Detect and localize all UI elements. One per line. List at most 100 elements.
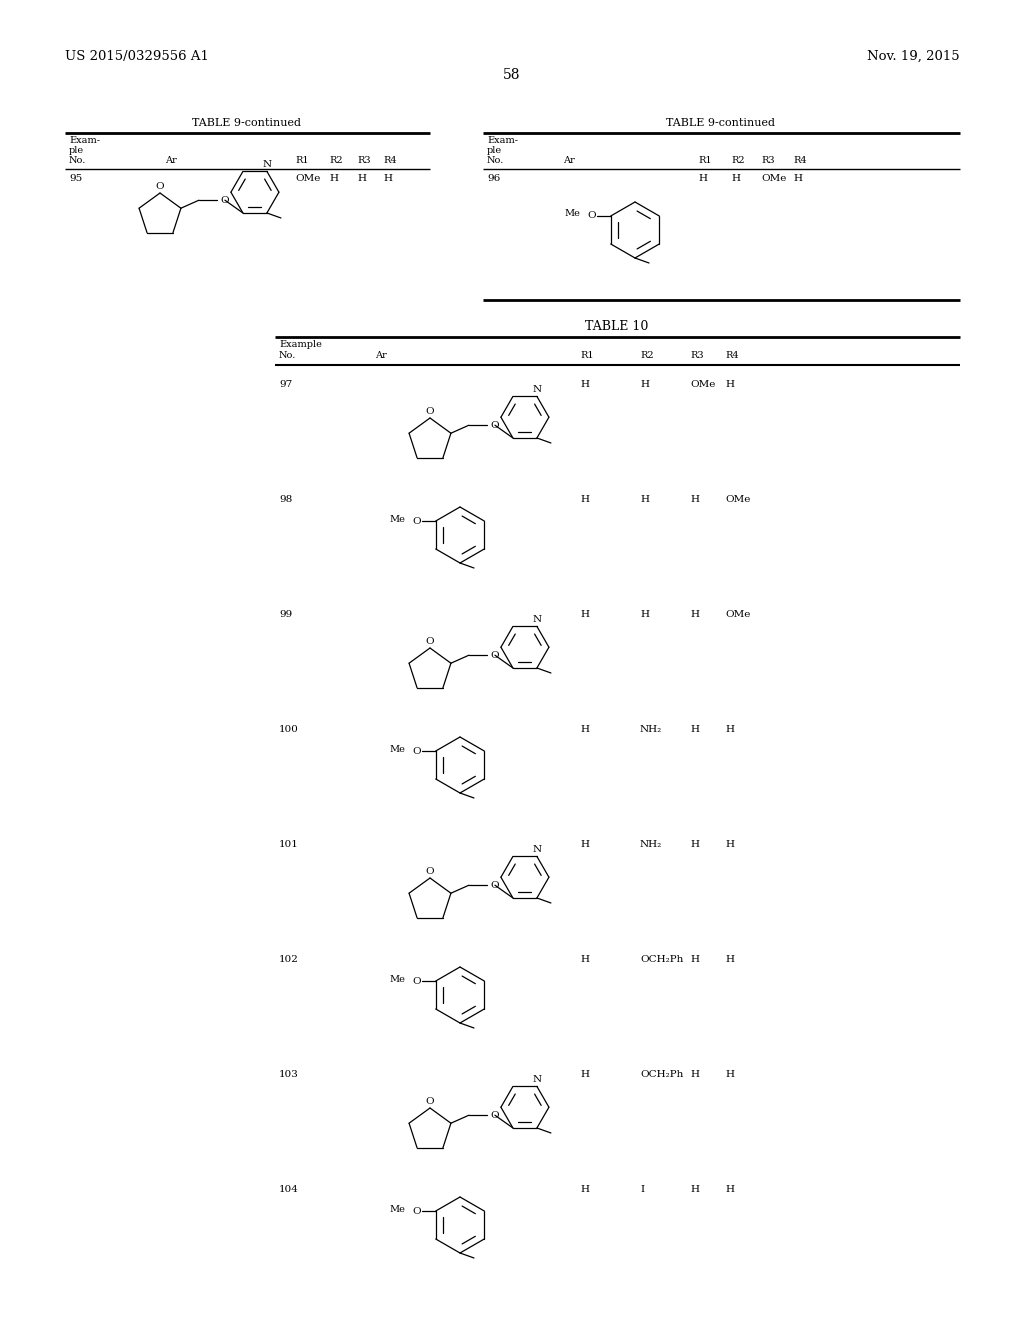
- Text: O: O: [489, 651, 499, 660]
- Text: OMe: OMe: [725, 610, 751, 619]
- Text: H: H: [640, 610, 649, 619]
- Text: R1: R1: [580, 351, 594, 360]
- Text: O: O: [426, 407, 434, 416]
- Text: H: H: [690, 725, 699, 734]
- Text: ple: ple: [487, 147, 502, 154]
- Text: H: H: [329, 174, 338, 183]
- Text: H: H: [580, 380, 589, 389]
- Text: O: O: [412, 977, 421, 986]
- Text: H: H: [690, 1185, 699, 1195]
- Text: OMe: OMe: [761, 174, 786, 183]
- Text: O: O: [587, 211, 596, 220]
- Text: 58: 58: [503, 69, 521, 82]
- Text: H: H: [725, 1071, 734, 1078]
- Text: N: N: [262, 161, 271, 169]
- Text: Exam-: Exam-: [69, 136, 100, 145]
- Text: R3: R3: [761, 156, 774, 165]
- Text: H: H: [793, 174, 802, 183]
- Text: H: H: [690, 954, 699, 964]
- Text: 96: 96: [487, 174, 501, 183]
- Text: O: O: [489, 421, 499, 430]
- Text: H: H: [725, 1185, 734, 1195]
- Text: N: N: [532, 615, 542, 624]
- Text: R2: R2: [640, 351, 653, 360]
- Text: Example: Example: [279, 341, 322, 348]
- Text: OCH₂Ph: OCH₂Ph: [640, 1071, 683, 1078]
- Text: R1: R1: [295, 156, 308, 165]
- Text: 102: 102: [279, 954, 299, 964]
- Text: Ar: Ar: [165, 156, 177, 165]
- Text: H: H: [580, 610, 589, 619]
- Text: R2: R2: [731, 156, 744, 165]
- Text: 97: 97: [279, 380, 292, 389]
- Text: 95: 95: [69, 174, 82, 183]
- Text: H: H: [580, 495, 589, 504]
- Text: Me: Me: [390, 515, 406, 524]
- Text: O: O: [156, 182, 164, 191]
- Text: N: N: [532, 1076, 542, 1085]
- Text: R4: R4: [725, 351, 738, 360]
- Text: OMe: OMe: [725, 495, 751, 504]
- Text: N: N: [532, 845, 542, 854]
- Text: No.: No.: [69, 156, 86, 165]
- Text: No.: No.: [487, 156, 505, 165]
- Text: R1: R1: [698, 156, 712, 165]
- Text: N: N: [532, 385, 542, 395]
- Text: H: H: [580, 954, 589, 964]
- Text: O: O: [220, 195, 228, 205]
- Text: H: H: [580, 1071, 589, 1078]
- Text: No.: No.: [279, 351, 296, 360]
- Text: R4: R4: [793, 156, 807, 165]
- Text: H: H: [725, 840, 734, 849]
- Text: H: H: [731, 174, 740, 183]
- Text: 103: 103: [279, 1071, 299, 1078]
- Text: 104: 104: [279, 1185, 299, 1195]
- Text: H: H: [698, 174, 707, 183]
- Text: OCH₂Ph: OCH₂Ph: [640, 954, 683, 964]
- Text: O: O: [426, 867, 434, 876]
- Text: OMe: OMe: [690, 380, 716, 389]
- Text: H: H: [383, 174, 392, 183]
- Text: I: I: [640, 1185, 644, 1195]
- Text: Exam-: Exam-: [487, 136, 518, 145]
- Text: O: O: [426, 1097, 434, 1106]
- Text: H: H: [725, 380, 734, 389]
- Text: 98: 98: [279, 495, 292, 504]
- Text: H: H: [580, 1185, 589, 1195]
- Text: Ar: Ar: [563, 156, 574, 165]
- Text: O: O: [489, 880, 499, 890]
- Text: Me: Me: [565, 210, 581, 219]
- Text: H: H: [640, 380, 649, 389]
- Text: TABLE 9-continued: TABLE 9-continued: [193, 117, 301, 128]
- Text: H: H: [690, 610, 699, 619]
- Text: TABLE 9-continued: TABLE 9-continued: [667, 117, 775, 128]
- Text: H: H: [640, 495, 649, 504]
- Text: O: O: [412, 1206, 421, 1216]
- Text: O: O: [489, 1110, 499, 1119]
- Text: O: O: [426, 638, 434, 645]
- Text: NH₂: NH₂: [640, 725, 663, 734]
- Text: R2: R2: [329, 156, 343, 165]
- Text: 101: 101: [279, 840, 299, 849]
- Text: OMe: OMe: [295, 174, 321, 183]
- Text: NH₂: NH₂: [640, 840, 663, 849]
- Text: 99: 99: [279, 610, 292, 619]
- Text: Nov. 19, 2015: Nov. 19, 2015: [867, 50, 961, 63]
- Text: ple: ple: [69, 147, 84, 154]
- Text: Me: Me: [390, 974, 406, 983]
- Text: Me: Me: [390, 1204, 406, 1213]
- Text: Me: Me: [390, 744, 406, 754]
- Text: US 2015/0329556 A1: US 2015/0329556 A1: [65, 50, 209, 63]
- Text: 100: 100: [279, 725, 299, 734]
- Text: H: H: [580, 725, 589, 734]
- Text: O: O: [412, 516, 421, 525]
- Text: R3: R3: [690, 351, 703, 360]
- Text: H: H: [725, 725, 734, 734]
- Text: O: O: [412, 747, 421, 755]
- Text: H: H: [690, 495, 699, 504]
- Text: H: H: [725, 954, 734, 964]
- Text: H: H: [690, 840, 699, 849]
- Text: Ar: Ar: [375, 351, 387, 360]
- Text: R4: R4: [383, 156, 396, 165]
- Text: TABLE 10: TABLE 10: [586, 319, 648, 333]
